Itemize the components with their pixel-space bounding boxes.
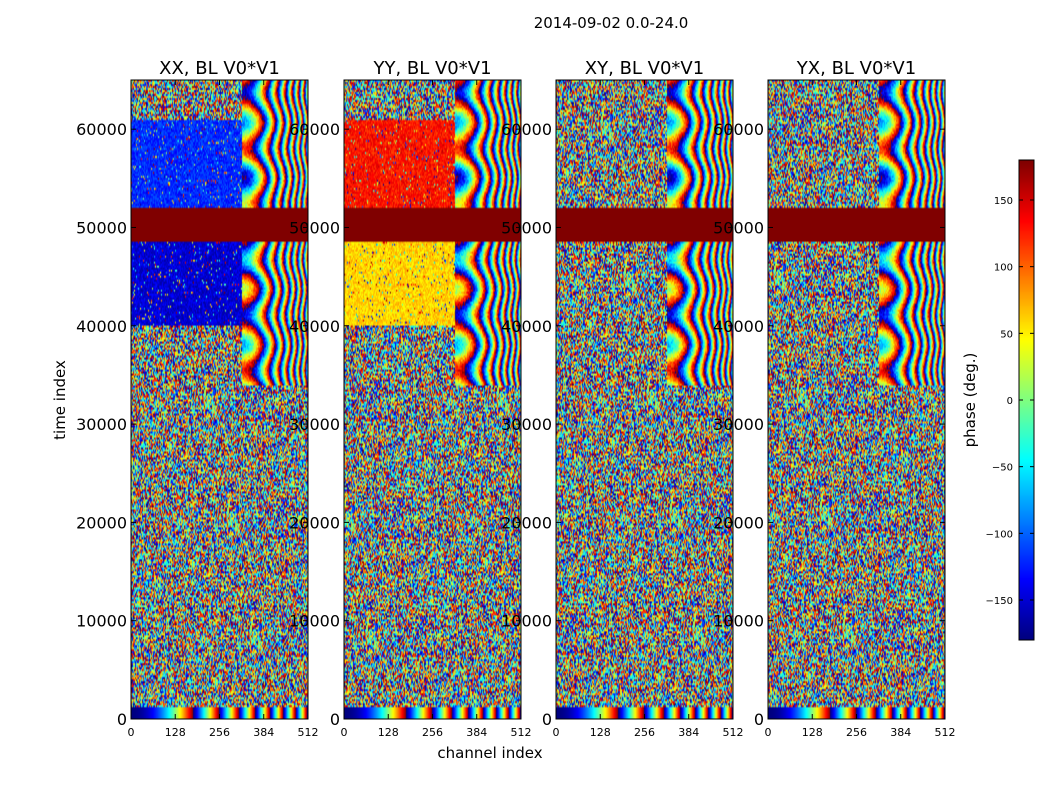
panel-3: XY, BL V0*V1 0 128 256 384 512 0 10000 20000 3000… [501,58,743,739]
x-tick-label: 512 [298,726,319,739]
y-tick-label: 20000 [76,513,127,532]
y-tick-label: 30000 [289,415,340,434]
y-tick-label: 50000 [713,218,764,237]
x-tick-label: 512 [935,726,956,739]
x-tick-label: 128 [802,726,823,739]
panel-1-image [131,80,308,719]
y-tick-label: 40000 [713,317,764,336]
x-tick-label: 512 [511,726,532,739]
x-tick-label: 0 [553,726,560,739]
y-tick-label: 60000 [713,120,764,139]
panel-2-image [344,80,521,719]
colorbar-tick-label: 50 [1000,329,1013,340]
y-tick-label: 50000 [501,218,552,237]
panel-1: XX, BL V0*V1 0 128 256 384 512 0 10000 20000 3000… [76,58,318,739]
panel-2-title: YY, BL V0*V1 [372,58,491,79]
x-tick-label: 128 [165,726,186,739]
x-tick-label: 0 [765,726,772,739]
y-tick-label: 0 [542,710,552,729]
x-tick-label: 384 [890,726,911,739]
y-tick-label: 60000 [289,120,340,139]
x-tick-label: 128 [378,726,399,739]
x-tick-label: 256 [634,726,655,739]
y-tick-label: 0 [330,710,340,729]
y-tick-label: 50000 [289,218,340,237]
panel-1-title: XX, BL V0*V1 [159,58,280,79]
y-tick-label: 40000 [76,317,127,336]
y-tick-label: 30000 [501,415,552,434]
panel-4-title: YX, BL V0*V1 [796,58,916,79]
y-tick-label: 40000 [289,317,340,336]
x-tick-label: 0 [341,726,348,739]
x-tick-label: 256 [422,726,443,739]
y-tick-label: 10000 [289,612,340,631]
colorbar-tick-label: 100 [994,263,1013,274]
panel-3-title: XY, BL V0*V1 [585,58,704,79]
y-tick-label: 50000 [76,218,127,237]
panels: XX, BL V0*V1 0 128 256 384 512 0 10000 20000 3000… [76,58,955,739]
panel-4: YX, BL V0*V1 0 128 256 384 512 0 10000 20000 3000… [713,58,955,739]
colorbar: −150 −100 −50 0 50 100 150 phase (deg.) [961,159,1035,641]
figure-title: 2014-09-02 0.0-24.0 [534,14,689,32]
colorbar-tick-label: −50 [992,463,1013,474]
y-tick-label: 20000 [713,513,764,532]
x-tick-label: 128 [590,726,611,739]
colorbar-tick-label: −100 [986,529,1013,540]
colorbar-tick-label: −150 [986,596,1013,607]
y-tick-label: 10000 [76,612,127,631]
y-tick-label: 60000 [76,120,127,139]
x-tick-label: 384 [466,726,487,739]
y-tick-label: 20000 [501,513,552,532]
x-tick-label: 256 [209,726,230,739]
colorbar-tick-label: 0 [1007,396,1013,407]
y-tick-label: 30000 [76,415,127,434]
y-tick-label: 30000 [713,415,764,434]
colorbar-label: phase (deg.) [961,353,979,448]
colorbar-tick-label: 150 [994,196,1013,207]
x-tick-label: 384 [253,726,274,739]
panel-4-image [768,80,945,719]
y-tick-label: 10000 [713,612,764,631]
panel-3-image [556,80,733,719]
y-tick-label: 10000 [501,612,552,631]
x-tick-label: 256 [846,726,867,739]
y-axis-label: time index [51,360,69,440]
x-tick-label: 0 [128,726,135,739]
y-tick-label: 60000 [501,120,552,139]
x-tick-label: 512 [723,726,744,739]
y-tick-label: 0 [117,710,127,729]
colorbar-gradient [1019,160,1034,640]
x-tick-label: 384 [678,726,699,739]
y-tick-label: 40000 [501,317,552,336]
x-axis-label: channel index [437,744,542,762]
y-tick-label: 0 [754,710,764,729]
panel-2: YY, BL V0*V1 0 128 256 384 512 0 10000 20000 3000… [289,58,531,739]
y-tick-label: 20000 [289,513,340,532]
